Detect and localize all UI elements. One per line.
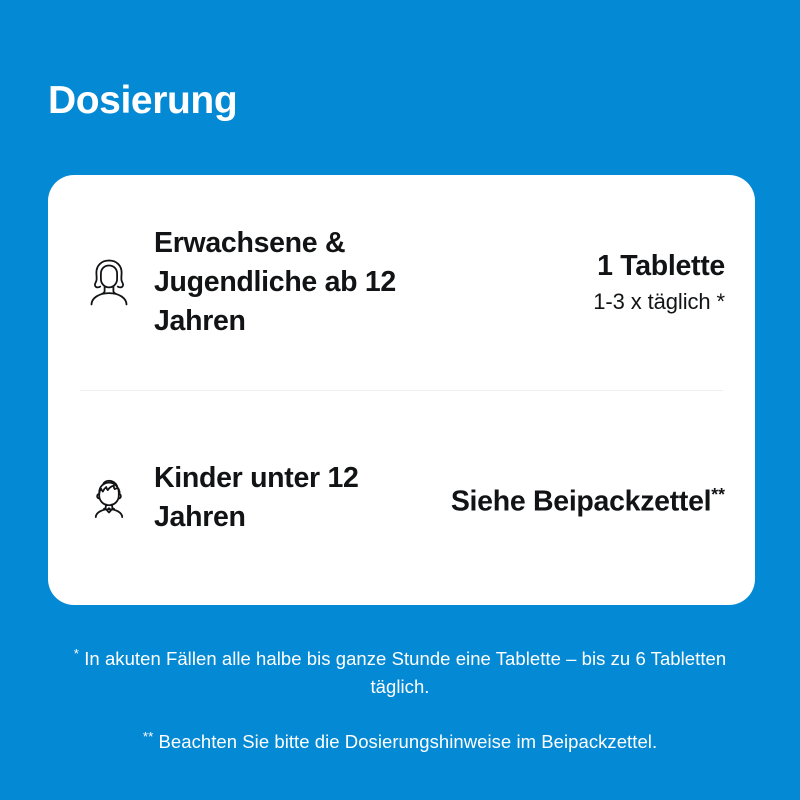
footnotes: * In akuten Fällen alle halbe bis ganze … (0, 645, 800, 756)
page-title: Dosierung (48, 79, 238, 122)
footnote-2-text: Beachten Sie bitte die Dosierungshinweis… (153, 731, 658, 752)
dosage-row-children-dose-text: Siehe Beipackzettel (450, 485, 712, 518)
row-divider (80, 389, 723, 391)
dosage-row-children-dose: Siehe Beipackzettel** (451, 475, 725, 521)
dosage-row-children-left: Kinder unter 12 Jahren (80, 459, 439, 537)
dosage-card: Erwachsene & Jugendliche ab 12 Jahren 1 … (48, 175, 755, 605)
dosage-row-children-dose-marker: ** (711, 484, 725, 504)
child-boy-icon (80, 475, 138, 521)
footnote-1-marker: * (73, 645, 80, 661)
footnote-2-marker: ** (142, 728, 154, 744)
dosage-row-adults-right: 1 Tablette 1-3 x täglich * (581, 247, 725, 317)
dosage-row-adults-dose: 1 Tablette (597, 250, 725, 283)
footnote-2: ** Beachten Sie bitte die Dosierungshinw… (40, 728, 760, 756)
dosage-row-adults-frequency: 1-3 x täglich * (593, 289, 725, 315)
dosage-row-children-right: Siehe Beipackzettel** (439, 475, 725, 521)
dosage-row-children: Kinder unter 12 Jahren Siehe Beipackzett… (48, 391, 755, 606)
dosage-row-adults: Erwachsene & Jugendliche ab 12 Jahren 1 … (48, 175, 755, 390)
footnote-1: * In akuten Fällen alle halbe bis ganze … (55, 645, 745, 701)
footnote-1-text: In akuten Fällen alle halbe bis ganze St… (79, 648, 727, 697)
dosage-row-children-label: Kinder unter 12 Jahren (154, 461, 359, 533)
dosage-row-adults-left: Erwachsene & Jugendliche ab 12 Jahren (80, 224, 581, 341)
adult-woman-icon (80, 255, 138, 309)
dosage-row-adults-label: Erwachsene & Jugendliche ab 12 Jahren (154, 226, 396, 337)
